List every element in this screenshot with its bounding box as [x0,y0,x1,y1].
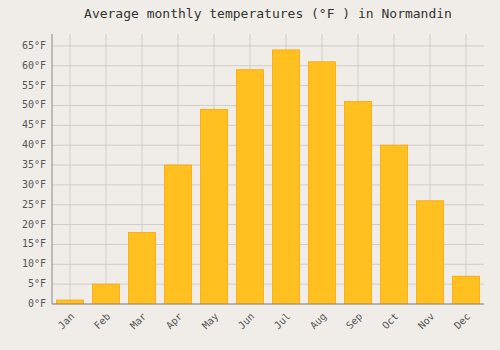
y-grid-line [52,85,484,86]
bar [453,276,480,304]
bar [273,50,300,304]
y-tick-label: 0°F [28,298,46,309]
y-tick-label: 20°F [22,219,46,230]
y-grid-line [52,105,484,106]
y-tick-label: 5°F [28,278,46,289]
y-axis-line [52,34,53,304]
x-tick-label: Nov [416,311,437,332]
bar [165,165,192,304]
x-tick-label: Dec [452,311,473,332]
y-tick-label: 40°F [22,139,46,150]
y-grid-line [52,125,484,126]
x-tick-label: Jul [272,311,293,332]
x-tick-label: Aug [308,311,329,332]
chart-container: 0°F 5°F 10°F 15°F 20°F 25°F 30°F 35°F 40°F 45°F 50… [0,0,500,350]
y-grid-line [52,184,484,185]
x-tick-label: May [200,311,221,332]
y-grid-line [52,145,484,146]
title: Average monthly temperatures (°F ) in No… [84,6,452,21]
bar [381,145,408,304]
x-tick-label: Feb [92,311,113,332]
bar [93,284,120,304]
y-tick-label: 60°F [22,60,46,71]
x-tick-label: Mar [128,311,149,332]
y-grid-line [52,165,484,166]
y-tick-label: 15°F [22,238,46,249]
grid [52,34,484,304]
bar [237,70,264,304]
y-tick-label: 35°F [22,159,46,170]
y-grid-line [52,65,484,66]
x-grid-line [70,34,71,304]
y-tick-label: 55°F [22,80,46,91]
x-tick-label: Apr [164,311,185,332]
y-tick-label: 45°F [22,119,46,130]
bars [57,50,480,304]
bar [309,62,336,304]
x-axis-line [52,304,484,305]
x-tick-label: Oct [380,311,401,332]
bar [57,300,84,304]
y-tick-label: 25°F [22,199,46,210]
y-tick-label: 50°F [22,99,46,110]
chart: 0°F 5°F 10°F 15°F 20°F 25°F 30°F 35°F 40°F 45°F 50… [0,0,500,350]
bar [417,201,444,304]
bar [345,102,372,305]
y-tick-label: 10°F [22,258,46,269]
y-tick-label: 65°F [22,40,46,51]
x-tick-label: Jun [236,311,257,332]
bar [201,109,228,304]
y-tick-label: 30°F [22,179,46,190]
y-grid-line [52,45,484,46]
x-grid-line [466,34,467,304]
y-grid-line [52,304,484,305]
bar [129,233,156,304]
x-grid-line [106,34,107,304]
x-tick-label: Jan [56,311,77,332]
x-tick-label: Sep [344,311,365,332]
